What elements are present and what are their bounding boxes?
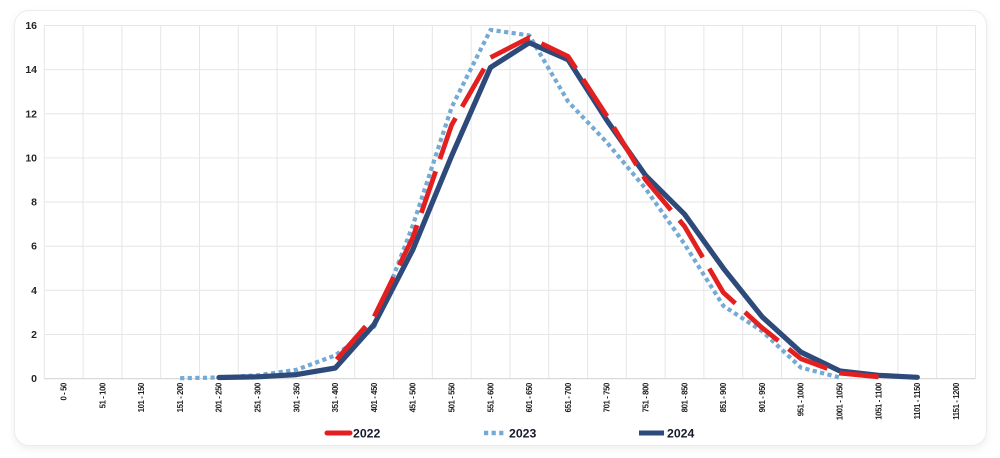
svg-text:4: 4	[31, 285, 37, 297]
svg-text:901 - 950: 901 - 950	[758, 382, 767, 412]
svg-text:551 - 600: 551 - 600	[486, 382, 495, 412]
svg-text:101 - 150: 101 - 150	[137, 382, 146, 412]
svg-text:51 - 100: 51 - 100	[98, 382, 107, 408]
svg-text:0: 0	[31, 373, 37, 385]
svg-text:401 - 450: 401 - 450	[370, 382, 379, 412]
svg-text:251 - 300: 251 - 300	[254, 382, 263, 412]
svg-text:1101 - 1150: 1101 - 1150	[913, 382, 922, 419]
svg-text:501 - 550: 501 - 550	[448, 382, 457, 412]
svg-text:2024: 2024	[667, 427, 695, 441]
svg-text:0 - 50: 0 - 50	[59, 382, 68, 401]
svg-text:2022: 2022	[353, 427, 381, 441]
svg-text:1001 - 1050: 1001 - 1050	[836, 382, 845, 420]
svg-text:2: 2	[31, 329, 37, 341]
svg-text:351 - 400: 351 - 400	[331, 382, 340, 412]
svg-text:451 - 500: 451 - 500	[409, 382, 418, 412]
svg-text:14: 14	[25, 64, 37, 76]
svg-text:601 - 650: 601 - 650	[525, 382, 534, 412]
svg-text:951 - 1000: 951 - 1000	[797, 382, 806, 416]
svg-text:801 - 850: 801 - 850	[680, 382, 689, 412]
svg-text:701 - 750: 701 - 750	[603, 382, 612, 412]
svg-text:301 - 350: 301 - 350	[292, 382, 301, 412]
svg-text:1151 - 1200: 1151 - 1200	[952, 382, 961, 420]
svg-text:151 - 200: 151 - 200	[176, 382, 185, 412]
svg-text:201 - 250: 201 - 250	[215, 382, 224, 412]
svg-text:16: 16	[25, 20, 37, 32]
svg-text:651 - 700: 651 - 700	[564, 382, 573, 412]
svg-text:2023: 2023	[509, 427, 537, 441]
svg-text:1051 - 1100: 1051 - 1100	[874, 382, 883, 420]
svg-text:12: 12	[25, 108, 37, 120]
svg-text:851 - 900: 851 - 900	[719, 382, 728, 412]
svg-text:751 - 800: 751 - 800	[642, 382, 651, 412]
svg-text:6: 6	[31, 241, 37, 253]
svg-text:10: 10	[25, 152, 37, 164]
svg-text:8: 8	[31, 197, 37, 209]
